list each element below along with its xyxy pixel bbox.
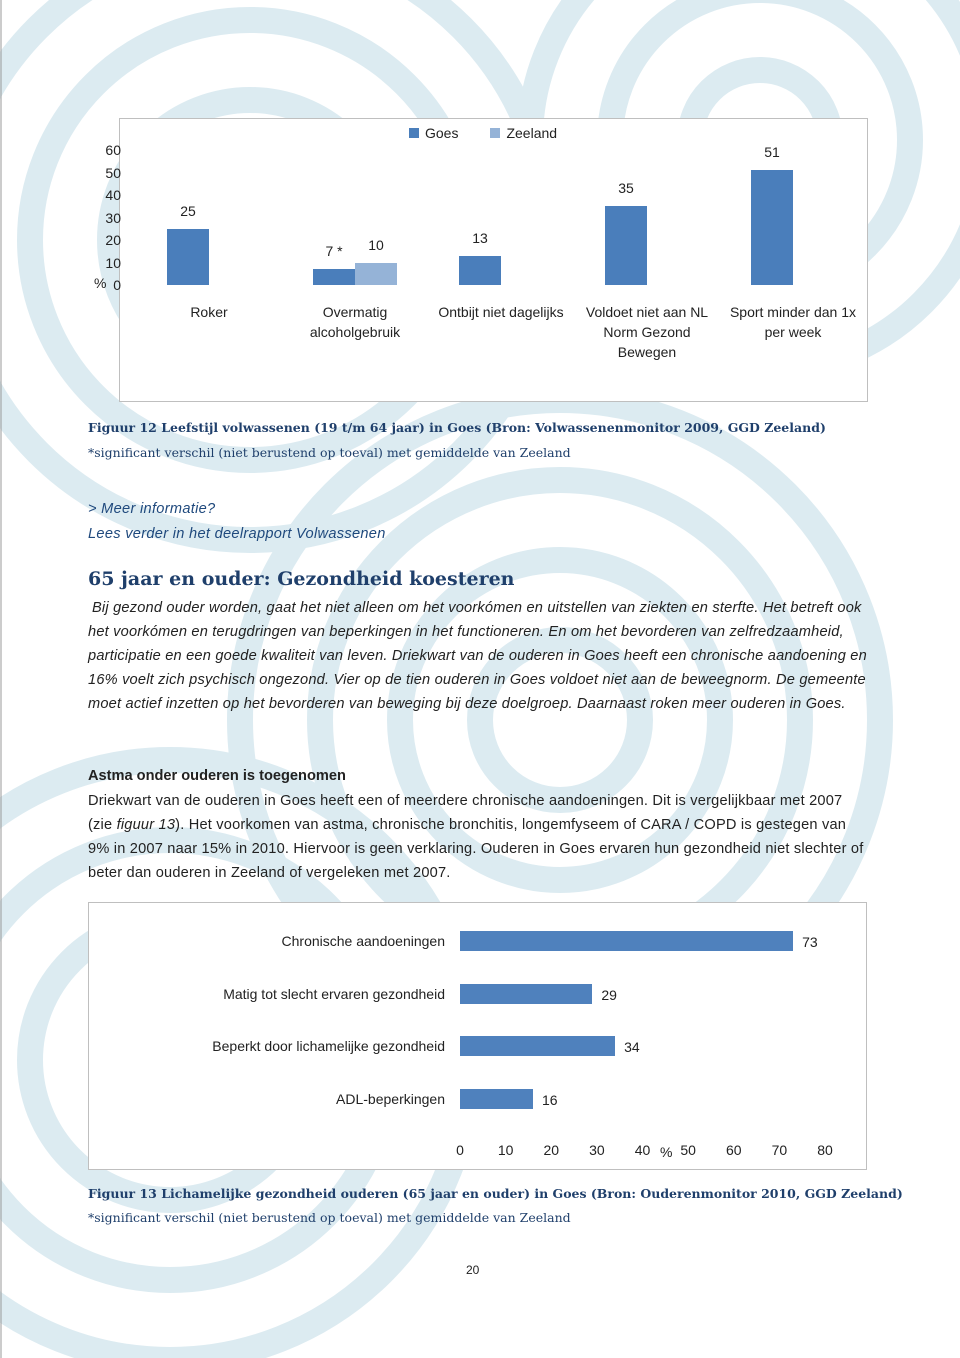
x-tick-label: 50 xyxy=(680,1142,696,1158)
data-label: 7 * xyxy=(325,243,343,260)
legend: Goes Zeeland xyxy=(409,124,557,142)
y-axis-label: % xyxy=(94,275,107,291)
section-heading: 65 jaar en ouder: Gezondheid koesteren xyxy=(88,568,515,590)
subsection-text: Driekwart van de ouderen in Goes heeft e… xyxy=(88,789,868,885)
bar xyxy=(167,228,209,285)
figure-ref: figuur 13 xyxy=(116,817,176,833)
y-tick-label: 50 xyxy=(105,164,121,181)
x-tick-label: 30 xyxy=(589,1142,605,1158)
x-tick-label: 40 xyxy=(634,1142,651,1158)
x-tick-label: Ontbijt niet dagelijks xyxy=(438,304,564,320)
bar xyxy=(460,1036,616,1057)
bar xyxy=(751,170,793,285)
data-label: 29 xyxy=(601,986,617,1003)
y-tick-label: 40 xyxy=(105,187,121,203)
bar xyxy=(460,983,593,1004)
figure-note: *significant verschil (niet berustend op… xyxy=(88,445,571,460)
y-tick-label: Chronische aandoeningen xyxy=(281,933,445,949)
legend-swatch xyxy=(409,128,419,138)
data-label: 51 xyxy=(764,144,780,161)
y-tick-label: 0 xyxy=(113,277,121,293)
legend-label: Goes xyxy=(425,125,459,141)
subsection-heading: Astma onder ouderen is toegenomen xyxy=(88,768,346,784)
x-tick-label: 80 xyxy=(817,1142,833,1158)
figure-caption: Figuur 12 Leefstijl volwassenen (19 t/m … xyxy=(88,420,826,435)
figure-note: *significant verschil (niet berustend op… xyxy=(88,1210,571,1225)
y-tick-label: Matig tot slecht ervaren gezondheid xyxy=(223,985,445,1002)
data-label: 25 xyxy=(180,202,196,219)
data-label: 73 xyxy=(802,934,818,950)
legend-swatch xyxy=(490,128,501,138)
more-info-link[interactable]: > Meer informatie? xyxy=(88,501,216,517)
x-tick-label: Roker xyxy=(190,304,228,320)
bar xyxy=(460,1088,533,1109)
data-label: 16 xyxy=(542,1091,558,1108)
bar xyxy=(460,931,794,951)
text: ). Het voorkomen van astma, chronische b… xyxy=(88,817,864,881)
data-label: 10 xyxy=(368,236,384,253)
x-axis-label: % xyxy=(660,1144,673,1160)
figure-caption: Figuur 13 Lichamelijke gezondheid oudere… xyxy=(88,1186,903,1201)
x-tick-label: Voldoet niet aan NL Norm Gezond Bewegen xyxy=(585,304,709,360)
data-label: 13 xyxy=(472,229,488,246)
data-label: 34 xyxy=(624,1039,640,1056)
x-tick-label: 70 xyxy=(771,1142,788,1158)
x-tick-label: 60 xyxy=(725,1142,742,1158)
y-tick-label: ADL-beperkingen xyxy=(336,1090,445,1107)
x-tick-label: Sport minder dan 1x per week xyxy=(729,304,857,340)
page-number: 20 xyxy=(466,1263,480,1277)
legend-label: Zeeland xyxy=(506,125,558,141)
y-tick-label: 30 xyxy=(105,209,121,226)
bar xyxy=(355,262,397,285)
bar xyxy=(605,206,647,285)
text: Driekwart van de ouderen in Goes heeft e… xyxy=(88,793,843,833)
bar xyxy=(459,255,501,285)
y-tick-label: Beperkt door lichamelijke gezondheid xyxy=(212,1038,445,1055)
more-info-text: Lees verder in het deelrapport Volwassen… xyxy=(88,526,386,542)
section-intro: Bij gezond ouder worden, gaat het niet a… xyxy=(88,600,867,712)
y-tick-label: 60 xyxy=(105,142,121,158)
y-tick-label: 20 xyxy=(105,232,121,248)
x-tick-label: Overmatig alcoholgebruik xyxy=(309,304,401,340)
y-tick-label: 10 xyxy=(105,254,121,271)
data-label: 35 xyxy=(618,180,634,197)
x-tick-label: 0 xyxy=(456,1142,464,1158)
x-tick-label: 10 xyxy=(497,1142,514,1158)
bar xyxy=(313,269,355,285)
x-tick-label: 20 xyxy=(543,1142,560,1158)
